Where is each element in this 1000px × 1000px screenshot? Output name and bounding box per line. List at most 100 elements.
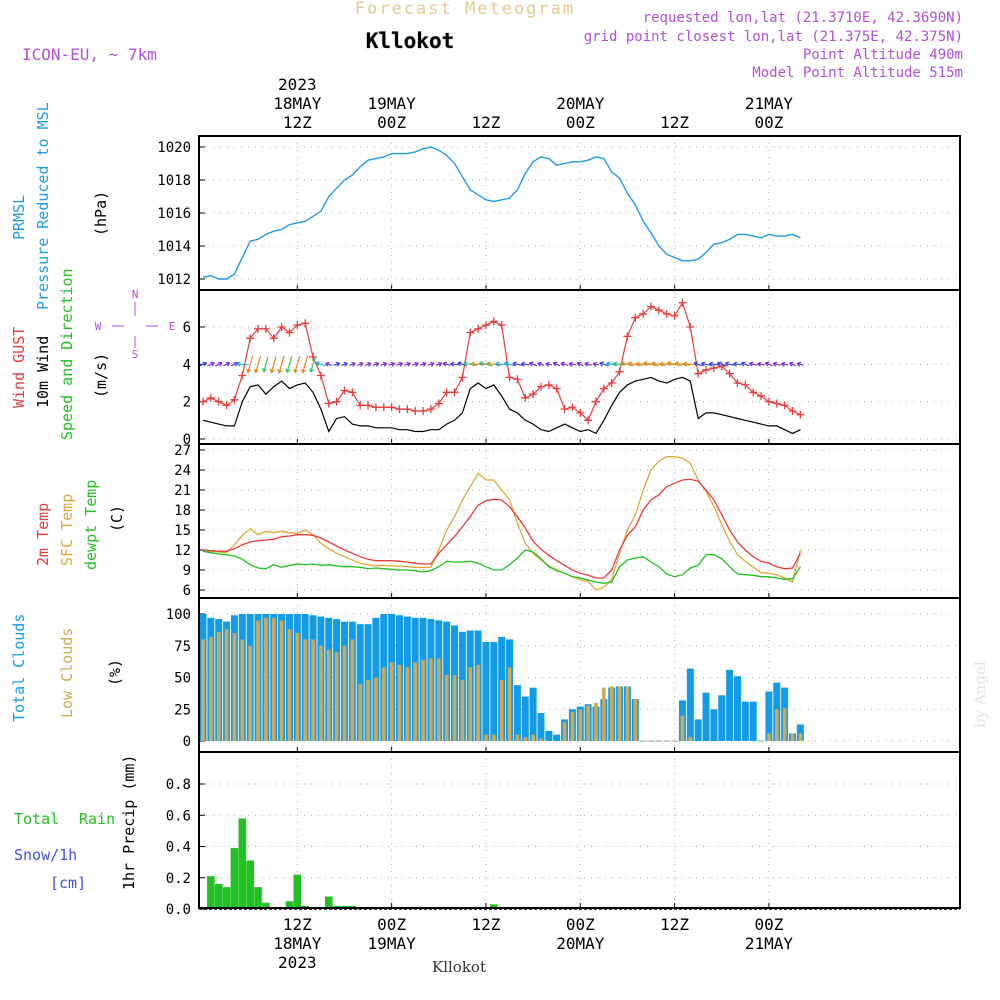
wind-arrow-head [764, 361, 770, 367]
wind-arrow-head [716, 361, 722, 367]
low-cloud-bar [562, 721, 567, 741]
gust-marker [647, 302, 656, 311]
wind-arrow-head [552, 361, 558, 367]
time-label-bottom: 20MAY [556, 934, 605, 953]
wind-arrow-shaft [215, 362, 223, 367]
wind-arrow-head [599, 361, 604, 367]
time-label-bottom: 19MAY [368, 934, 417, 953]
wind-arrow-shaft [620, 362, 635, 367]
rain-bar [254, 887, 262, 909]
gust-marker [269, 334, 278, 343]
low-cloud-bar [311, 639, 315, 741]
low-cloud-bar [523, 737, 528, 741]
low-cloud-bar [468, 667, 473, 741]
total-cloud-bar [733, 676, 741, 741]
wind-arrow-head [262, 367, 268, 373]
gust-marker [505, 373, 514, 382]
wind-arrow-shaft [310, 356, 316, 373]
gust-marker [356, 401, 365, 410]
low-cloud-bar [602, 687, 606, 741]
low-cloud-bar [570, 711, 575, 741]
wind-arrow-shaft [263, 356, 269, 373]
wind-arrow-shaft [512, 362, 523, 366]
wind-arrow-head [651, 361, 656, 367]
temp-label-2m: 2m Temp [34, 503, 52, 566]
wind-arrow-head [236, 361, 241, 367]
rain-bar [214, 884, 223, 909]
gust-marker [403, 405, 412, 414]
time-label-bottom: 00Z [566, 915, 595, 934]
low-cloud-bar [279, 620, 284, 741]
low-cloud-bar [460, 680, 465, 741]
wind-arrow-head [724, 361, 730, 367]
gust-marker [199, 397, 207, 406]
gust-marker [592, 397, 600, 406]
wind-arrow-shaft [553, 362, 561, 367]
low-cloud-bar [437, 658, 441, 741]
clouds-label-total: Total Clouds [10, 614, 28, 722]
y-tick-label: 12 [174, 543, 191, 559]
pressure-label-prmsl: PRMSL [10, 195, 28, 240]
wind-arrow-head [520, 361, 526, 367]
total-cloud-bar [529, 687, 537, 741]
total-cloud-bar [710, 709, 718, 741]
wind-arrow-shaft [599, 362, 609, 367]
total-cloud-bar [513, 685, 521, 741]
low-cloud-bar [374, 677, 378, 741]
wind-arrow-shaft [725, 362, 735, 366]
low-cloud-bar [397, 664, 402, 741]
temp2m-line [202, 478, 801, 579]
gust-marker [411, 407, 420, 415]
total-cloud-bar [545, 730, 553, 741]
compass-icon: N S W E [95, 288, 176, 361]
gust-marker [450, 388, 459, 397]
time-label-bottom: 00Z [754, 915, 783, 934]
wind-arrow-head [606, 361, 611, 367]
wind-arrow-shaft [315, 362, 326, 367]
low-cloud-bar [271, 617, 276, 741]
time-label-bottom: 00Z [377, 915, 406, 934]
wind-arrow-head [693, 361, 699, 367]
wind-arrow-head [478, 361, 484, 367]
low-cloud-bar [224, 629, 229, 741]
total-cloud-bar [749, 701, 757, 741]
wind-arrow-head [732, 361, 738, 367]
wind-arrow-head [390, 361, 396, 367]
low-cloud-bar [609, 686, 614, 741]
time-label-bottom: 12Z [472, 915, 501, 934]
low-cloud-bar [342, 645, 347, 741]
y-tick-label: 0.8 [166, 777, 191, 793]
wind-arrow-head [351, 361, 356, 367]
y-tick-label: 100 [166, 607, 191, 623]
temp-label-dewpt: dewpt Temp [82, 480, 100, 570]
wind-arrow-shaft [286, 356, 293, 373]
wind-arrow-head [612, 361, 618, 367]
gust-marker [552, 384, 561, 393]
panel-frame [198, 289, 961, 445]
temp-unit: (C) [108, 505, 126, 532]
low-cloud-bar [492, 734, 496, 741]
y-tick-label: 75 [174, 639, 191, 655]
rain-bar [490, 904, 498, 909]
wind-arrow-head [568, 361, 573, 367]
wind-arrow-head [545, 361, 550, 367]
watermark: by Angel [971, 661, 989, 728]
gust-marker [544, 380, 553, 389]
gust-marker [639, 309, 648, 318]
time-label-top: 19MAY [368, 94, 417, 113]
wind-arrow-head [495, 361, 500, 367]
gust-marker [285, 328, 294, 337]
wind-arrow-shaft [560, 362, 569, 366]
wind-arrow-head [309, 368, 315, 373]
y-tick-label: 21 [174, 483, 191, 499]
total-cloud-bar [521, 696, 529, 741]
low-cloud-bar [578, 709, 583, 741]
wind-arrow-shaft [667, 362, 683, 367]
wind-arrow-head [359, 361, 364, 367]
precip-label-snow-unit: [cm] [50, 874, 86, 892]
y-tick-label: 1016 [157, 206, 191, 222]
low-cloud-bar [350, 639, 355, 741]
panel-frame [198, 443, 961, 599]
low-cloud-bar [680, 715, 685, 741]
